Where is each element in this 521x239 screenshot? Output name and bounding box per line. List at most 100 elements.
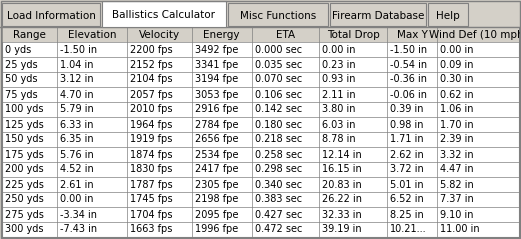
Text: 275 yds: 275 yds [5, 210, 44, 219]
Text: 2198 fpe: 2198 fpe [195, 195, 238, 205]
Text: -0.06 in: -0.06 in [390, 89, 427, 99]
Text: 25 yds: 25 yds [5, 60, 38, 70]
Text: 3.80 in: 3.80 in [322, 104, 356, 114]
Text: Energy: Energy [203, 29, 240, 39]
Text: 0.98 in: 0.98 in [390, 120, 424, 130]
Text: Elevation: Elevation [68, 29, 116, 39]
Text: 32.33 in: 32.33 in [322, 210, 362, 219]
Text: 3194 fpe: 3194 fpe [195, 75, 238, 85]
Text: 2784 fpe: 2784 fpe [195, 120, 238, 130]
Text: Max Y: Max Y [397, 29, 428, 39]
Text: 2.39 in: 2.39 in [440, 135, 474, 145]
Text: 0.62 in: 0.62 in [440, 89, 474, 99]
Text: Ballistics Calculator: Ballistics Calculator [113, 10, 216, 20]
Text: 150 yds: 150 yds [5, 135, 44, 145]
Text: -1.50 in: -1.50 in [60, 44, 97, 54]
Text: 0.472 sec: 0.472 sec [255, 224, 302, 234]
Text: 5.01 in: 5.01 in [390, 179, 424, 190]
Text: 0.427 sec: 0.427 sec [255, 210, 302, 219]
Text: 8.78 in: 8.78 in [322, 135, 356, 145]
Text: 5.82 in: 5.82 in [440, 179, 474, 190]
Text: 26.22 in: 26.22 in [322, 195, 363, 205]
Text: 2152 fps: 2152 fps [130, 60, 172, 70]
Text: 9.10 in: 9.10 in [440, 210, 474, 219]
Text: 3053 fpe: 3053 fpe [195, 89, 238, 99]
Text: 0.39 in: 0.39 in [390, 104, 424, 114]
Text: 2057 fps: 2057 fps [130, 89, 172, 99]
Text: 1.70 in: 1.70 in [440, 120, 474, 130]
Text: 16.15 in: 16.15 in [322, 164, 362, 174]
Text: 6.35 in: 6.35 in [60, 135, 93, 145]
Text: 100 yds: 100 yds [5, 104, 43, 114]
Text: 200 yds: 200 yds [5, 164, 44, 174]
Text: 50 yds: 50 yds [5, 75, 38, 85]
Text: 0.258 sec: 0.258 sec [255, 150, 302, 159]
Text: 0.106 sec: 0.106 sec [255, 89, 302, 99]
Bar [428, 3, 468, 26]
Text: ETA: ETA [276, 29, 295, 39]
Text: 3.12 in: 3.12 in [60, 75, 93, 85]
Text: Velocity: Velocity [139, 29, 180, 39]
Text: 5.79 in: 5.79 in [60, 104, 94, 114]
Text: 0.000 sec: 0.000 sec [255, 44, 302, 54]
Text: 1787 fps: 1787 fps [130, 179, 172, 190]
Text: 0.00 in: 0.00 in [440, 44, 474, 54]
Text: 250 yds: 250 yds [5, 195, 44, 205]
Text: -0.36 in: -0.36 in [390, 75, 427, 85]
Text: 0.383 sec: 0.383 sec [255, 195, 302, 205]
Text: -7.43 in: -7.43 in [60, 224, 97, 234]
Bar [2, 27, 519, 237]
Text: 0.070 sec: 0.070 sec [255, 75, 302, 85]
Text: 0 yds: 0 yds [5, 44, 31, 54]
Text: 1874 fps: 1874 fps [130, 150, 172, 159]
Text: 2656 fpe: 2656 fpe [195, 135, 238, 145]
Text: 2.11 in: 2.11 in [322, 89, 356, 99]
Bar [2, 3, 100, 26]
Text: Help: Help [436, 11, 460, 21]
Text: Load Information: Load Information [7, 11, 95, 21]
Text: 0.93 in: 0.93 in [322, 75, 356, 85]
Text: 1.06 in: 1.06 in [440, 104, 474, 114]
Text: 7.37 in: 7.37 in [440, 195, 474, 205]
Text: 2010 fps: 2010 fps [130, 104, 172, 114]
Text: 1.71 in: 1.71 in [390, 135, 424, 145]
Text: 3.32 in: 3.32 in [440, 150, 474, 159]
Text: 4.47 in: 4.47 in [440, 164, 474, 174]
Text: 0.218 sec: 0.218 sec [255, 135, 302, 145]
Text: 225 yds: 225 yds [5, 179, 44, 190]
Text: 10.21...: 10.21... [390, 224, 427, 234]
Text: 1996 fpe: 1996 fpe [195, 224, 238, 234]
Text: 4.52 in: 4.52 in [60, 164, 94, 174]
Text: -0.54 in: -0.54 in [390, 60, 427, 70]
Text: 1919 fps: 1919 fps [130, 135, 172, 145]
Text: 0.298 sec: 0.298 sec [255, 164, 302, 174]
Text: 1830 fps: 1830 fps [130, 164, 172, 174]
Text: Wind Def (10 mph): Wind Def (10 mph) [429, 29, 521, 39]
Text: 2417 fpe: 2417 fpe [195, 164, 238, 174]
Text: 3492 fpe: 3492 fpe [195, 44, 238, 54]
Bar [228, 3, 328, 26]
Text: -3.34 in: -3.34 in [60, 210, 97, 219]
Text: 1964 fps: 1964 fps [130, 120, 172, 130]
Text: 0.30 in: 0.30 in [440, 75, 474, 85]
Text: 125 yds: 125 yds [5, 120, 44, 130]
Text: 6.33 in: 6.33 in [60, 120, 93, 130]
Text: 1745 fps: 1745 fps [130, 195, 172, 205]
Text: 1.04 in: 1.04 in [60, 60, 93, 70]
Text: 12.14 in: 12.14 in [322, 150, 362, 159]
Text: 0.00 in: 0.00 in [322, 44, 356, 54]
Text: 2534 fpe: 2534 fpe [195, 150, 238, 159]
Text: 0.09 in: 0.09 in [440, 60, 474, 70]
Text: -1.50 in: -1.50 in [390, 44, 427, 54]
Text: 20.83 in: 20.83 in [322, 179, 362, 190]
Text: 0.180 sec: 0.180 sec [255, 120, 302, 130]
Text: 0.23 in: 0.23 in [322, 60, 356, 70]
Text: 2.62 in: 2.62 in [390, 150, 424, 159]
Text: 4.70 in: 4.70 in [60, 89, 93, 99]
Bar [102, 1, 226, 27]
Text: 0.00 in: 0.00 in [60, 195, 93, 205]
Text: 3.72 in: 3.72 in [390, 164, 424, 174]
Bar [2, 27, 519, 42]
Text: 5.76 in: 5.76 in [60, 150, 94, 159]
Text: Range: Range [13, 29, 46, 39]
